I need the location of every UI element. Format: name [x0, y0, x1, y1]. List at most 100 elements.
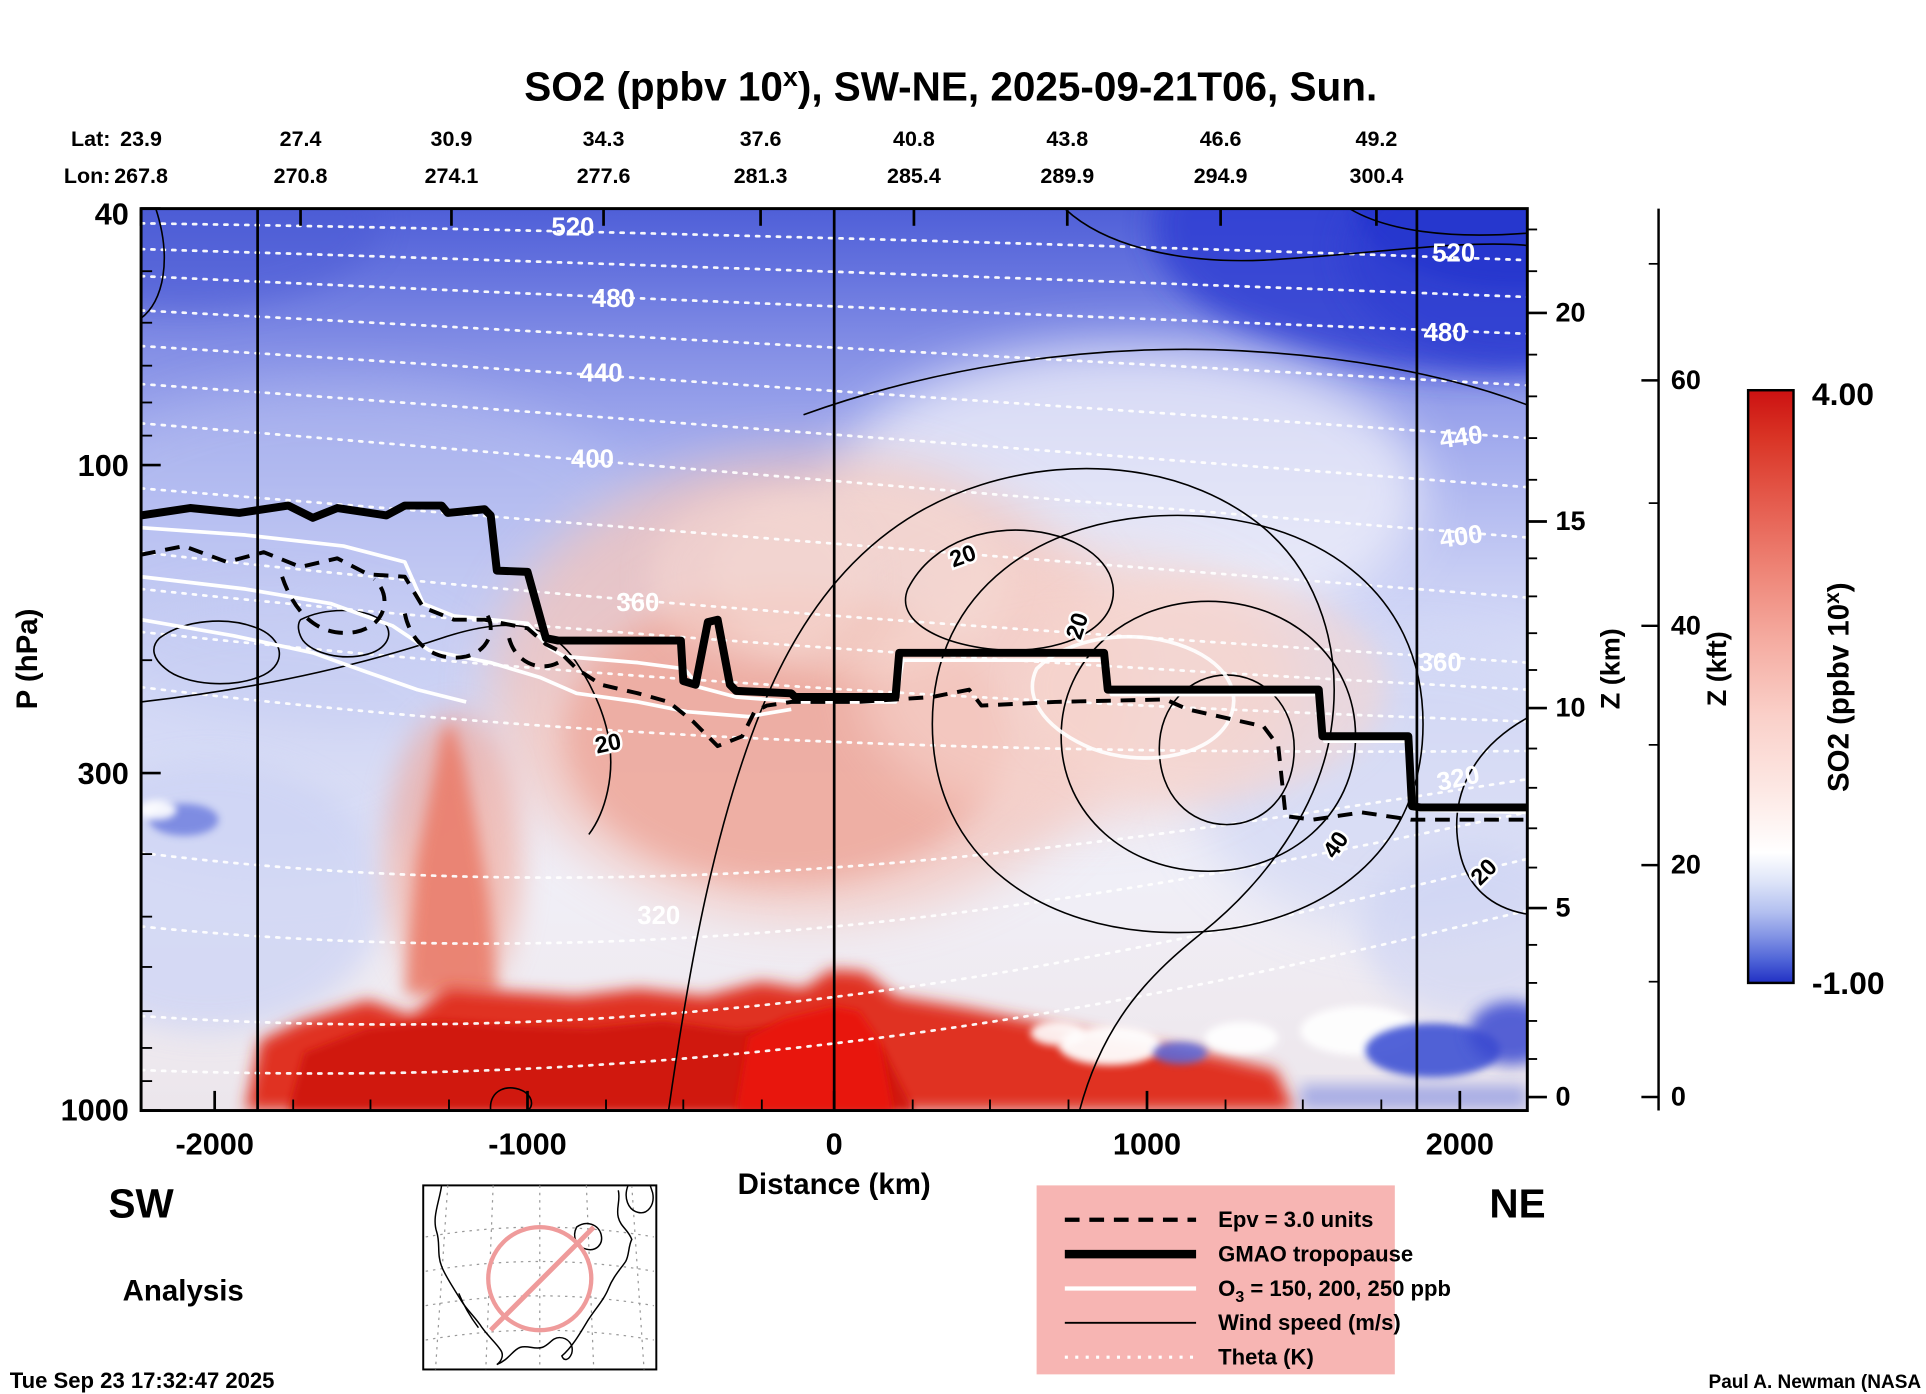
lon-value: 300.4: [1350, 164, 1404, 188]
kft-axis: [1641, 208, 1660, 1111]
legend-item: Wind speed (m/s): [1064, 1310, 1401, 1335]
altitude-km-axis-title: Z (km): [1595, 628, 1625, 709]
theta-label: 480: [1424, 319, 1467, 347]
lon-value: 294.9: [1194, 164, 1248, 188]
pressure-tick-label: 1000: [61, 1093, 129, 1127]
pressure-tick-label: 100: [78, 449, 129, 483]
theta-contours: [141, 221, 1528, 1075]
distance-tick-label: 0: [826, 1128, 843, 1162]
bottom-axis-ticks: [213, 1090, 1462, 1111]
lon-value: 274.1: [425, 164, 479, 188]
theta-label: 520: [551, 214, 594, 242]
left-axis-ticks: [141, 207, 161, 1112]
legend-label: Epv = 3.0 units: [1218, 1207, 1373, 1232]
theta-label: 440: [580, 360, 623, 388]
ne-endpoint-label: NE: [1489, 1180, 1545, 1226]
pressure-axis-title: P (hPa): [11, 609, 44, 710]
right-axis-km-ticks: [1527, 228, 1547, 1099]
theta-label: 320: [637, 902, 680, 930]
pressure-tick-label: 300: [78, 757, 129, 791]
colorbar-min-label: -1.00: [1812, 965, 1885, 1001]
lon-value: 277.6: [577, 164, 631, 188]
km-tick-label: 20: [1556, 298, 1586, 328]
lat-axis-title: Lat:: [71, 127, 110, 151]
legend-item: Epv = 3.0 units: [1064, 1207, 1373, 1232]
legend-background: [1036, 1185, 1395, 1375]
legend-item: O3 = 150, 200, 250 ppb: [1064, 1276, 1451, 1306]
distance-tick-label: -2000: [175, 1128, 253, 1162]
theta-label: 400: [1438, 520, 1484, 554]
lat-value: 34.3: [583, 127, 625, 151]
credit-label: Paul A. Newman (NASA: [1709, 1372, 1922, 1393]
map-inset: [422, 1184, 658, 1371]
legend-label: Theta (K): [1218, 1345, 1314, 1370]
lon-value: 267.8: [114, 164, 168, 188]
distance-axis-labels: -2000 -1000 0 1000 2000 Distance (km): [175, 1128, 1493, 1201]
lon-value: 289.9: [1040, 164, 1094, 188]
lat-value: 27.4: [280, 127, 322, 151]
theta-label: 440: [1438, 421, 1484, 455]
kft-tick-label: 20: [1671, 850, 1701, 880]
so2-field: 520 480 440 400 360 320 520 480 440 400 …: [141, 208, 1528, 1111]
lat-value: 40.8: [893, 127, 935, 151]
lat-lon-header: Lat: Lon: 23.9 27.4 30.9 34.3 37.6 40.8 …: [64, 127, 1403, 188]
distance-tick-label: 1000: [1113, 1128, 1181, 1162]
epv-contour: [141, 544, 1528, 822]
plot-title: SO2 (ppbv 10x), SW-NE, 2025-09-21T06, Su…: [524, 62, 1377, 110]
km-tick-label: 10: [1556, 693, 1586, 723]
legend-item: GMAO tropopause: [1064, 1241, 1413, 1266]
pressure-axis-labels: 40 100 300 1000: [61, 198, 129, 1128]
legend-label: GMAO tropopause: [1218, 1241, 1413, 1266]
altitude-kft-labels: 60 40 20 0: [1671, 365, 1701, 1112]
lon-axis-title: Lon:: [64, 164, 110, 188]
colorbar-gradient: [1746, 388, 1795, 985]
legend: Epv = 3.0 units GMAO tropopause O3 = 150…: [1036, 1185, 1451, 1375]
altitude-km-labels: 20 15 10 5 0: [1556, 298, 1586, 1112]
kft-tick-label: 60: [1671, 365, 1701, 395]
top-axis-ticks: [139, 208, 1378, 226]
distance-axis-title: Distance (km): [738, 1168, 931, 1201]
lat-value: 30.9: [431, 127, 473, 151]
section-area-circle: [486, 1224, 594, 1333]
legend-label: Wind speed (m/s): [1218, 1310, 1401, 1335]
theta-contour-labels: 520 480 440 400 360 320 520 480 440 400 …: [551, 214, 1484, 930]
wind-label: 20: [593, 728, 624, 759]
colorbar-title: SO2 (ppbv 10x): [1821, 582, 1856, 792]
coastline: [434, 1185, 654, 1366]
analysis-label: Analysis: [123, 1275, 244, 1308]
km-tick-label: 0: [1556, 1082, 1571, 1112]
km-tick-label: 15: [1556, 506, 1586, 536]
graticule: [425, 1185, 654, 1370]
altitude-kft-axis-title: Z (kft): [1702, 631, 1732, 706]
lat-value: 49.2: [1356, 127, 1398, 151]
kft-tick-label: 0: [1671, 1082, 1686, 1112]
legend-label: O3 = 150, 200, 250 ppb: [1218, 1276, 1451, 1306]
distance-tick-label: 2000: [1426, 1128, 1494, 1162]
theta-label: 360: [1419, 649, 1462, 677]
section-marker-lines: [256, 208, 1419, 1111]
legend-item: Theta (K): [1064, 1345, 1314, 1370]
theta-label: 400: [571, 446, 614, 474]
timestamp-label: Tue Sep 23 17:32:47 2025: [10, 1368, 275, 1393]
pressure-tick-label: 40: [95, 198, 129, 232]
theta-label: 360: [616, 589, 659, 617]
kft-tick-label: 40: [1671, 610, 1701, 640]
km-tick-label: 5: [1556, 893, 1571, 923]
theta-label: 480: [592, 285, 635, 313]
sw-endpoint-label: SW: [108, 1180, 174, 1226]
theta-label: 520: [1432, 239, 1475, 267]
section-path-line: [488, 1225, 596, 1332]
colorbar: 4.00 -1.00 SO2 (ppbv 10x): [1746, 376, 1885, 1001]
distance-tick-label: -1000: [488, 1128, 566, 1162]
colorbar-max-label: 4.00: [1812, 376, 1874, 412]
lon-value: 285.4: [887, 164, 941, 188]
lat-value: 23.9: [120, 127, 162, 151]
tropopause-line: [141, 501, 1528, 812]
lon-value: 270.8: [274, 164, 328, 188]
lat-value: 43.8: [1046, 127, 1088, 151]
lon-value: 281.3: [734, 164, 788, 188]
lat-value: 46.6: [1200, 127, 1242, 151]
lat-value: 37.6: [740, 127, 782, 151]
